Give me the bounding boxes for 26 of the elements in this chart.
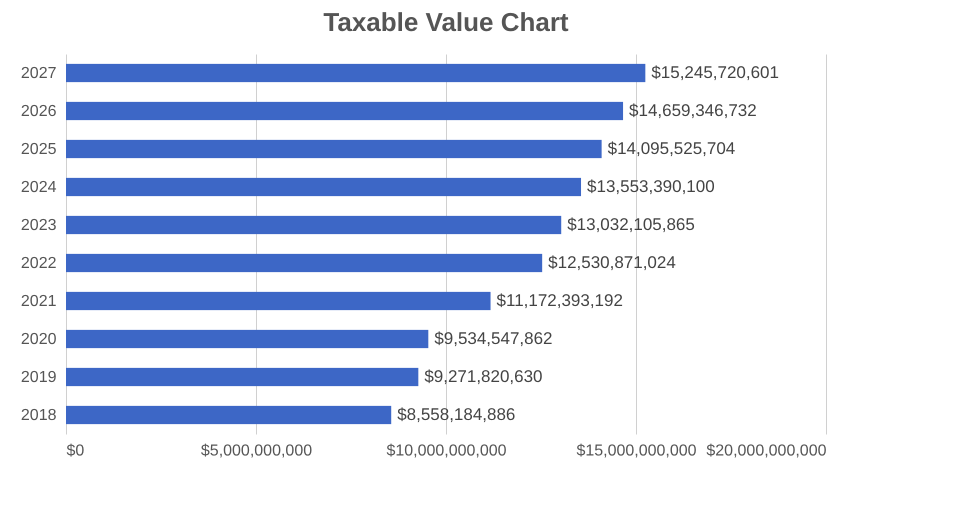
- chart-title: Taxable Value Chart: [323, 7, 569, 37]
- data-label: $13,032,105,865: [567, 215, 695, 234]
- y-tick-label: 2018: [20, 407, 57, 424]
- x-tick-label: $15,000,000,000: [576, 442, 697, 460]
- data-label: $12,530,871,024: [548, 253, 676, 272]
- y-tick-label: 2024: [20, 179, 57, 196]
- data-label: $15,245,720,601: [651, 63, 779, 82]
- y-tick-label: 2020: [20, 331, 57, 348]
- y-tick-label: 2019: [20, 369, 57, 386]
- y-tick-label: 2022: [20, 255, 57, 272]
- data-label: $11,172,393,192: [496, 291, 623, 310]
- y-tick-label: 2027: [20, 65, 57, 82]
- x-tick-label: $20,000,000,000: [706, 442, 827, 460]
- x-tick-label: $5,000,000,000: [200, 442, 312, 460]
- y-tick-label: 2021: [20, 293, 57, 310]
- data-label: $9,271,820,630: [424, 367, 542, 386]
- data-label: $13,553,390,100: [587, 177, 715, 196]
- data-label: $9,534,547,862: [434, 329, 552, 348]
- y-tick-label: 2023: [20, 217, 57, 234]
- x-tick-label: $0: [66, 442, 84, 460]
- y-tick-label: 2025: [20, 141, 57, 158]
- y-tick-label: 2026: [20, 103, 57, 120]
- x-tick-label: $10,000,000,000: [386, 442, 507, 460]
- data-label: $8,558,184,886: [397, 405, 516, 424]
- data-label: $14,095,525,704: [608, 139, 736, 158]
- data-label: $14,659,346,732: [629, 101, 757, 120]
